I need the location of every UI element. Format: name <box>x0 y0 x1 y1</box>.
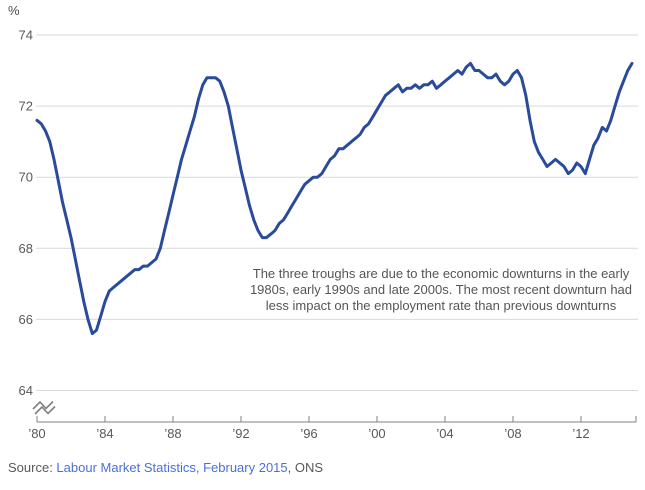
source-link[interactable]: Labour Market Statistics, February 2015 <box>56 460 288 475</box>
y-tick-label: 66 <box>19 312 33 327</box>
x-tick-label: ’84 <box>96 426 113 441</box>
y-tick-label: 64 <box>19 383 33 398</box>
x-tick-label: ’92 <box>232 426 249 441</box>
chart-annotation: The three troughs are due to the economi… <box>235 266 645 314</box>
annotation-line: The three troughs are due to the economi… <box>252 266 630 281</box>
chart-plot-area: 64 66 68 70 72 74 ’80 ’84 ’88 ’92 ’96 ’00 ’04 ’08 ’12 <box>19 28 638 441</box>
y-tick-label: 68 <box>19 241 33 256</box>
y-axis-unit-label: % <box>8 3 20 18</box>
y-tick-label: 72 <box>19 99 33 114</box>
annotation-line: 1980s, early 1990s and late 2000s. The m… <box>249 282 633 297</box>
y-tick-label: 74 <box>19 28 33 43</box>
x-tick-label: ’00 <box>368 426 385 441</box>
source-prefix: Source: <box>8 460 57 475</box>
x-tick-label: ’88 <box>164 426 181 441</box>
source-suffix: , ONS <box>287 460 324 475</box>
annotation-line: less impact on the employment rate than … <box>265 298 617 313</box>
y-tick-label: 70 <box>19 170 33 185</box>
axis-break-icon <box>34 405 56 415</box>
x-tick-label: ’96 <box>300 426 317 441</box>
x-tick-label: ’80 <box>28 426 45 441</box>
x-tick-label: ’04 <box>436 426 453 441</box>
axis-break-icon <box>32 400 54 410</box>
employment-rate-series-line <box>35 61 634 336</box>
source-line: Source: Labour Market Statistics, Februa… <box>8 460 323 475</box>
x-tick-label: ’08 <box>504 426 521 441</box>
x-tick-label: ’12 <box>572 426 589 441</box>
